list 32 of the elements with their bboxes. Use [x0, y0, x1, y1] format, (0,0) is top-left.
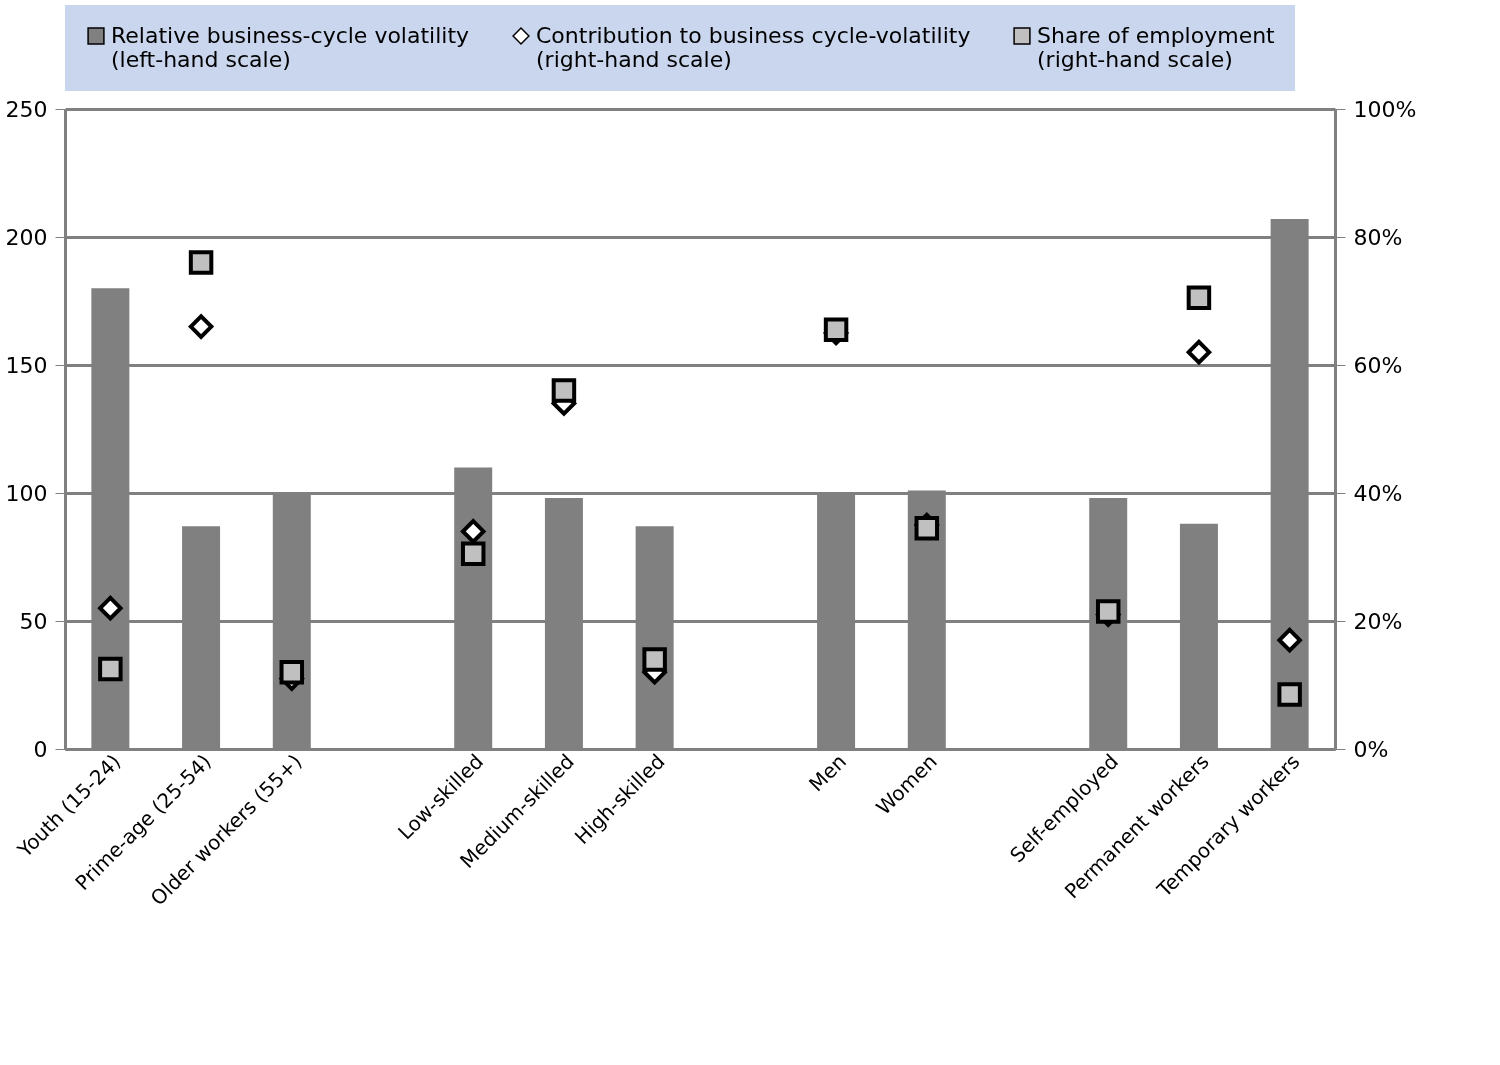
- point: [98, 656, 123, 682]
- point: [914, 515, 940, 541]
- y2-tick-label: 0%: [1353, 736, 1389, 762]
- y2-tick-label: 80%: [1353, 224, 1403, 250]
- y2-tick-label: 60%: [1353, 352, 1403, 378]
- point: [551, 378, 577, 403]
- point: [642, 647, 667, 672]
- point: [460, 519, 486, 544]
- y-tick-label: 50: [19, 608, 48, 634]
- y-tick-label: 150: [5, 352, 48, 378]
- point: [188, 250, 214, 275]
- legend-label: Contribution to business cycle-volatility (right-hand scale): [536, 23, 971, 72]
- point: [1277, 682, 1302, 707]
- point: [1095, 599, 1121, 624]
- y-tick-label: 250: [5, 96, 48, 122]
- y-tick-label: 100: [5, 480, 48, 506]
- point: [279, 659, 305, 685]
- y-tick-label: 0: [33, 736, 48, 762]
- x-tick-label: Men: [804, 749, 851, 797]
- point: [1186, 285, 1212, 311]
- point: [1186, 339, 1212, 365]
- point: [460, 541, 486, 567]
- y-tick-label: 200: [5, 224, 48, 250]
- legend-label: Share of employment (right-hand scale): [1037, 23, 1276, 72]
- point: [188, 314, 214, 339]
- y2-tick-label: 20%: [1353, 608, 1403, 634]
- point: [1277, 627, 1302, 653]
- legend-label: Relative business-cycle volatility (left-hand scale): [111, 23, 470, 72]
- point: [823, 317, 849, 343]
- y2-tick-label: 40%: [1353, 480, 1403, 506]
- y2-tick-label: 100%: [1353, 96, 1417, 122]
- point: [98, 595, 123, 621]
